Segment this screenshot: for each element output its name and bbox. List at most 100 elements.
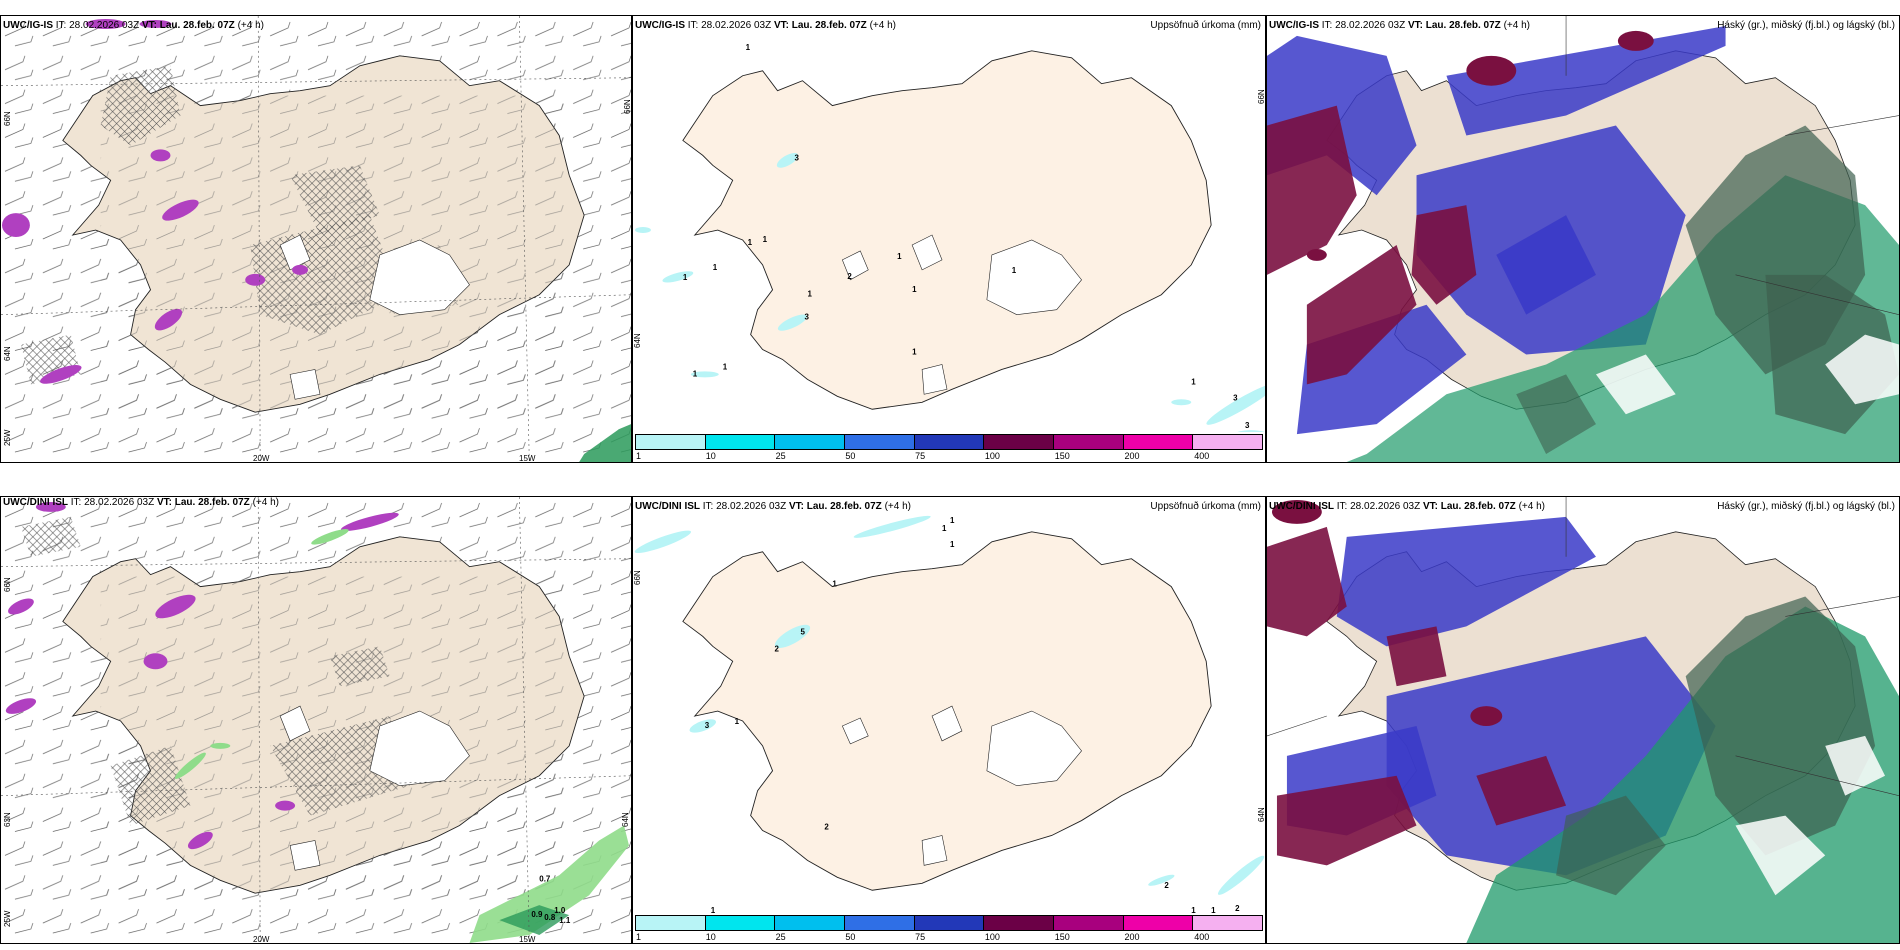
colorbar-cell	[705, 435, 776, 449]
colorbar-cell	[845, 916, 915, 930]
lat-label: 66N	[3, 111, 12, 126]
lon-label: 25W	[3, 910, 12, 927]
svg-text:3: 3	[705, 721, 710, 730]
colorbar-cell	[914, 916, 985, 930]
colorbar-cell	[705, 916, 776, 930]
colorbar-cell	[636, 435, 706, 449]
panel-top-middle-precip[interactable]: UWC/IG-IS IT: 28.02.2026 03Z VT: Lau. 28…	[632, 15, 1266, 463]
svg-text:1: 1	[950, 540, 955, 549]
svg-text:1: 1	[1211, 906, 1216, 915]
panel-header: UWC/DINI ISL IT: 28.02.2026 03Z VT: Lau.…	[3, 497, 279, 508]
panel-header: UWC/IG-IS IT: 28.02.2026 03Z VT: Lau. 28…	[1269, 20, 1530, 31]
svg-text:3: 3	[804, 313, 809, 322]
lat-label: 66N	[3, 577, 12, 592]
colorbar-cell	[984, 916, 1055, 930]
colorbar-cell	[1123, 435, 1194, 449]
svg-text:1: 1	[713, 263, 718, 272]
colorbar-label: 50	[845, 451, 856, 461]
lat-label: 66N	[633, 570, 642, 585]
lat-label: 66N	[623, 99, 632, 114]
colorbar-labels: 1 10 25 50 75 100 150 200 400	[635, 451, 1263, 462]
lon-label: 15W	[519, 935, 536, 944]
svg-text:0.8: 0.8	[544, 913, 556, 922]
svg-text:1: 1	[807, 290, 812, 299]
svg-text:1.1: 1.1	[559, 916, 571, 925]
field-title: Uppsöfnuð úrkoma (mm)	[1150, 501, 1261, 512]
panel-header: UWC/DINI ISL IT: 28.02.2026 03Z VT: Lau.…	[635, 501, 911, 512]
field-title: Háský (gr.), miðský (fj.bl.) og lágský (…	[1717, 20, 1895, 31]
lon-label: 25W	[3, 429, 12, 446]
colorbar-labels: 1 10 25 50 75 100 150 200 400	[635, 932, 1263, 943]
panel-header: UWC/DINI ISL IT: 28.02.2026 03Z VT: Lau.…	[1269, 501, 1545, 512]
colorbar-label: 200	[1124, 932, 1140, 942]
lat-label: 63N	[3, 812, 12, 827]
svg-text:2: 2	[1164, 881, 1169, 890]
colorbar-label: 150	[1054, 932, 1070, 942]
panel-bottom-right-clouds[interactable]: UWC/DINI ISL IT: 28.02.2026 03Z VT: Lau.…	[1266, 496, 1900, 944]
svg-text:1.0: 1.0	[554, 906, 566, 915]
svg-text:1: 1	[912, 347, 917, 356]
svg-text:0.7: 0.7	[539, 874, 551, 883]
field-title: Háský (gr.), miðský (fj.bl.) og lágský (…	[1717, 501, 1895, 512]
precip-colorbar: 1 10 25 50 75 100 150 200 400	[633, 913, 1265, 943]
svg-text:1: 1	[942, 524, 947, 533]
svg-text:3: 3	[794, 153, 799, 162]
lon-label: 20W	[253, 935, 270, 944]
colorbar-cell	[845, 435, 915, 449]
colorbar-cell	[1123, 916, 1194, 930]
panel-header: UWC/IG-IS IT: 28.02.2026 03Z VT: Lau. 28…	[635, 20, 896, 31]
colorbar-label: 400	[1194, 932, 1210, 942]
map-precip: 1 3 1 1 1 2 1 1 1 1 3 1 1 1 1 1 3 3	[634, 43, 1265, 439]
colorbar-cell	[1054, 435, 1124, 449]
colorbar-label: 100	[984, 451, 1000, 461]
colorbar-cell	[1193, 916, 1263, 930]
colorbar-cell	[636, 916, 706, 930]
colorbar-cell	[914, 435, 985, 449]
panel-header: UWC/IG-IS IT: 28.02.2026 03Z VT: Lau. 28…	[3, 20, 264, 31]
svg-text:1: 1	[912, 285, 917, 294]
lat-label: 66N	[1257, 89, 1266, 104]
panel-top-right-clouds[interactable]: UWC/IG-IS IT: 28.02.2026 03Z VT: Lau. 28…	[1266, 15, 1900, 463]
colorbar-label: 200	[1124, 451, 1140, 461]
panel-bottom-middle-precip[interactable]: UWC/DINI ISL IT: 28.02.2026 03Z VT: Lau.…	[632, 496, 1266, 944]
precip-colorbar: 1 10 25 50 75 100 150 200 400	[633, 432, 1265, 462]
colorbar-cells	[635, 915, 1263, 931]
map-wind-barbs: 0.7 1.0 1.1 0.9 0.8	[1, 497, 631, 943]
svg-text:2: 2	[847, 272, 852, 281]
panel-top-left-wind[interactable]: UWC/IG-IS IT: 28.02.2026 03Z VT: Lau. 28…	[0, 15, 632, 463]
svg-text:1: 1	[832, 580, 837, 589]
svg-text:1: 1	[950, 516, 955, 525]
field-title: Uppsöfnuð úrkoma (mm)	[1150, 20, 1261, 31]
colorbar-label: 400	[1194, 451, 1210, 461]
colorbar-label: 10	[705, 451, 716, 461]
svg-text:5: 5	[800, 627, 805, 636]
svg-text:3: 3	[1245, 421, 1250, 430]
svg-text:1: 1	[1012, 266, 1017, 275]
lat-label: 64N	[633, 333, 642, 348]
iceland-land	[682, 50, 1212, 410]
map-clouds	[1267, 497, 1899, 943]
svg-text:2: 2	[775, 644, 780, 653]
colorbar-label: 10	[705, 932, 716, 942]
lon-label: 15W	[519, 454, 536, 463]
svg-text:1: 1	[897, 252, 902, 261]
lat-label: 64N	[621, 812, 630, 827]
svg-text:1: 1	[1191, 377, 1196, 386]
svg-text:0.9: 0.9	[531, 910, 543, 919]
colorbar-label: 25	[775, 932, 786, 942]
svg-text:1: 1	[723, 362, 728, 371]
svg-text:1: 1	[683, 273, 688, 282]
panel-bottom-left-wind[interactable]: UWC/DINI ISL IT: 28.02.2026 03Z VT: Lau.…	[0, 496, 632, 944]
colorbar-label: 75	[915, 932, 926, 942]
colorbar-label: 100	[984, 932, 1000, 942]
colorbar-cells	[635, 434, 1263, 450]
svg-text:3: 3	[1233, 393, 1238, 402]
colorbar-label: 50	[845, 932, 856, 942]
map-wind-barbs	[1, 16, 631, 462]
svg-text:1: 1	[748, 238, 753, 247]
svg-text:2: 2	[1235, 904, 1240, 913]
colorbar-cell	[984, 435, 1055, 449]
svg-text:1: 1	[746, 43, 751, 52]
colorbar-cell	[775, 916, 846, 930]
